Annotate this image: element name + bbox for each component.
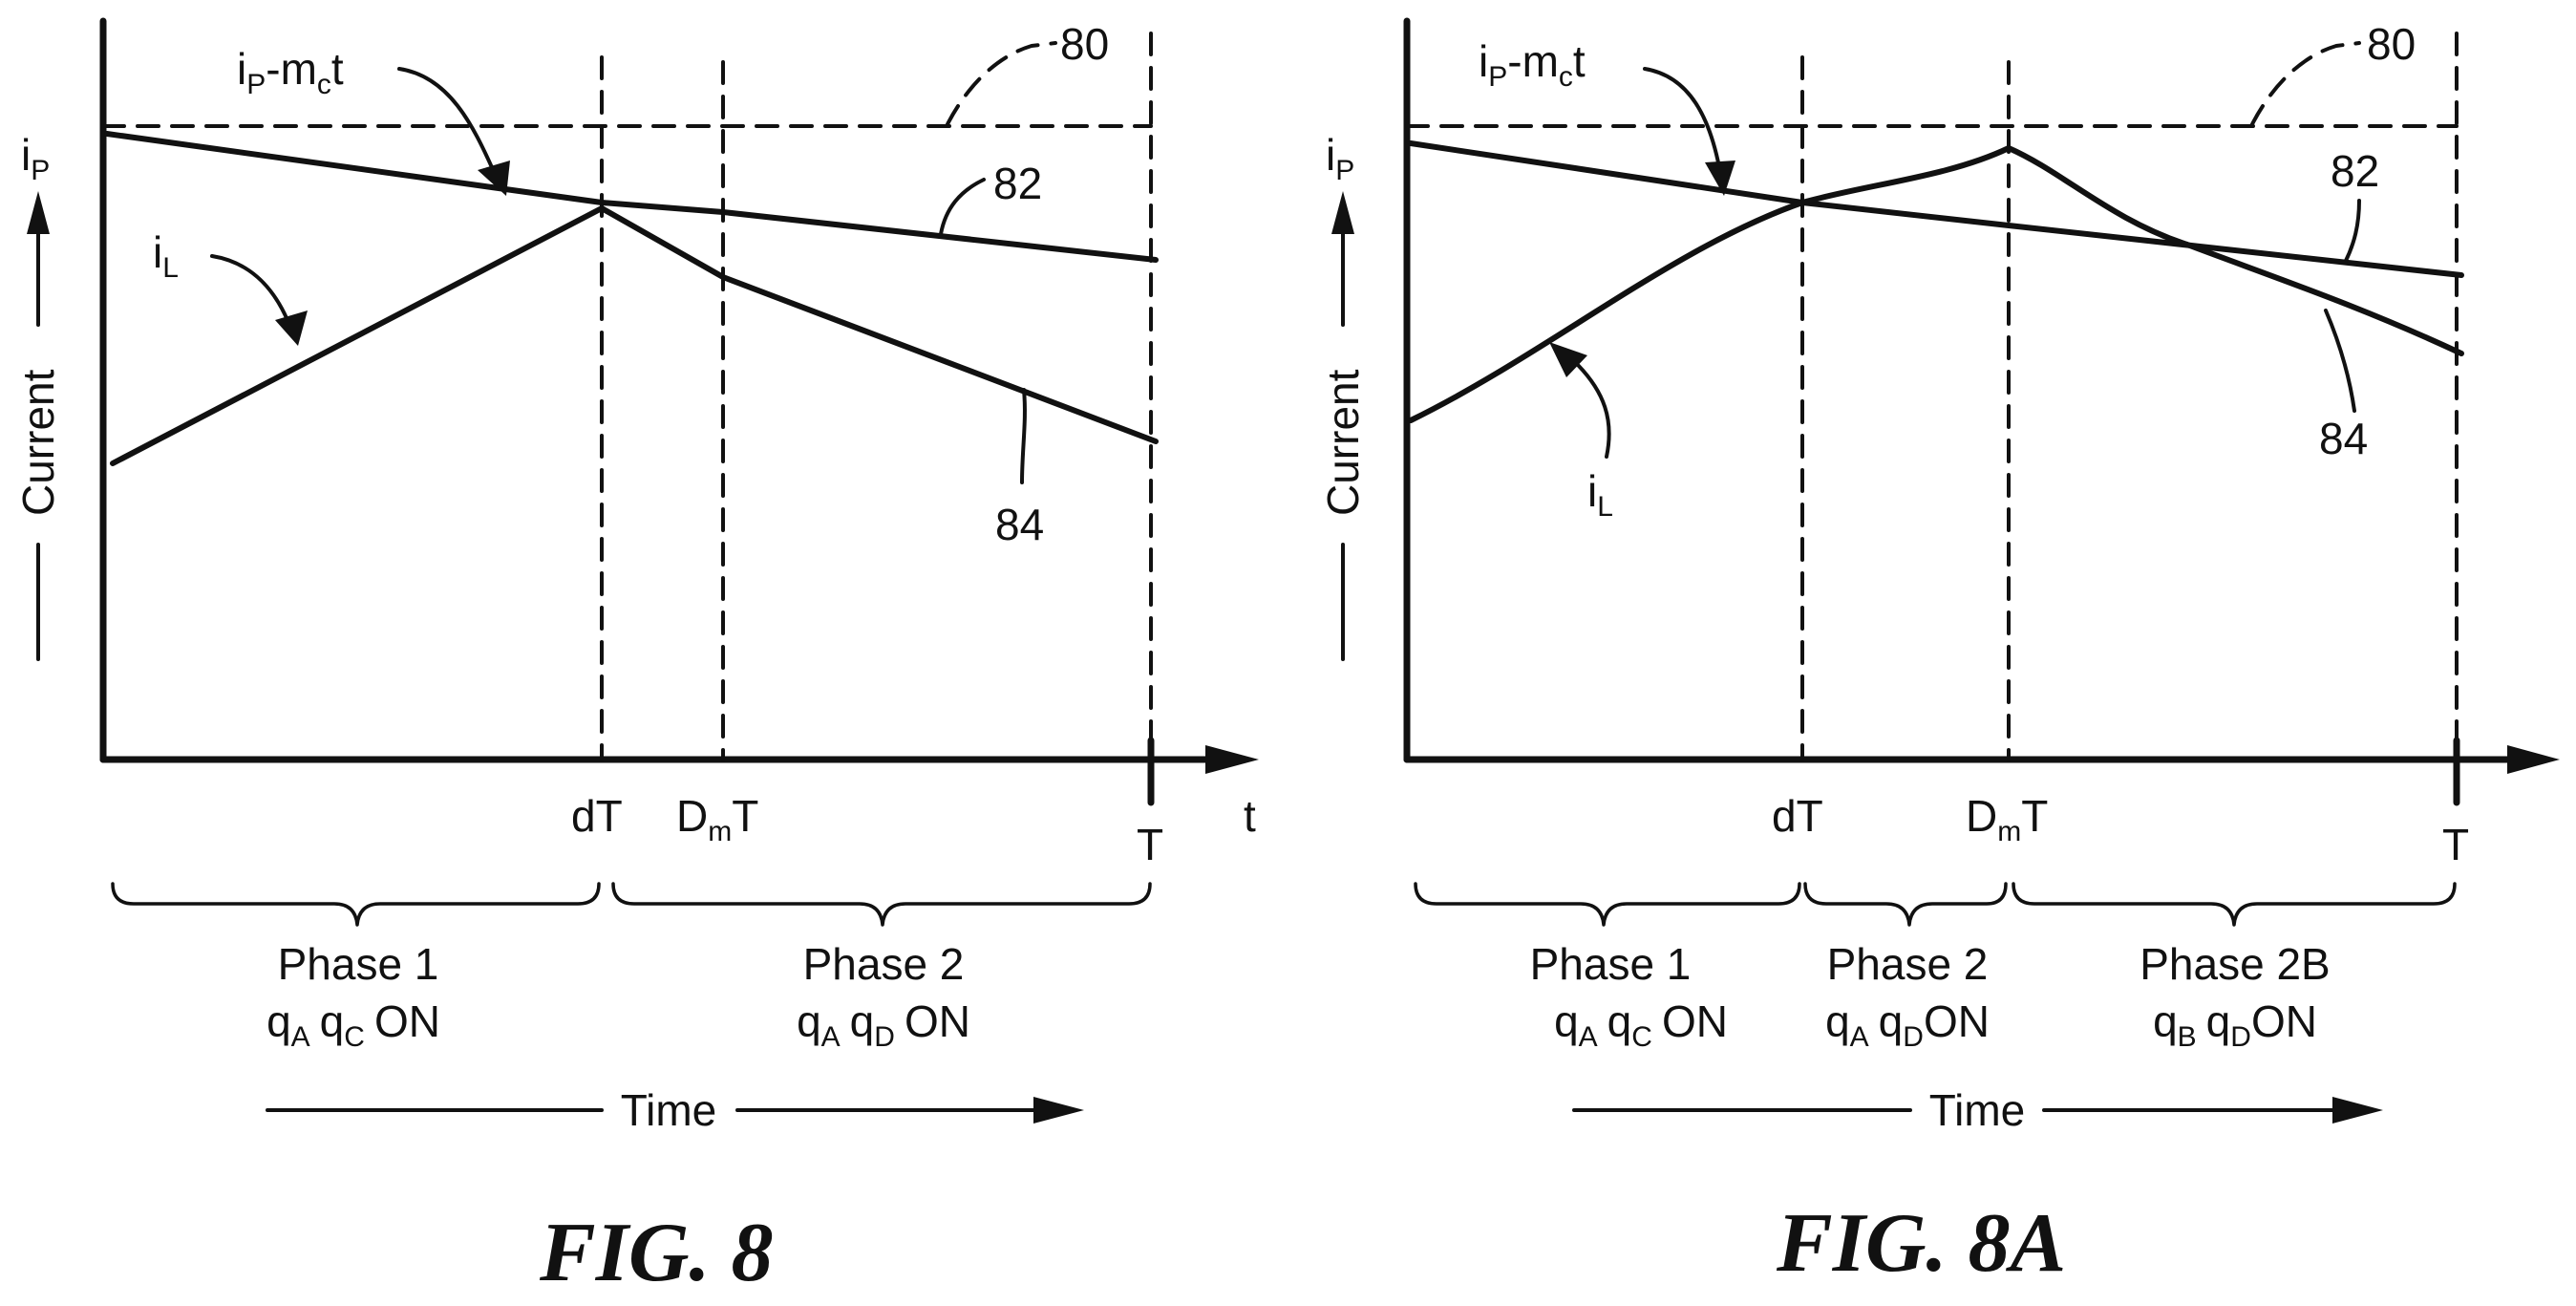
svg-text:DmT: DmT bbox=[676, 791, 758, 847]
fig8-leader-iL bbox=[210, 254, 293, 332]
svg-text:iP: iP bbox=[21, 130, 50, 186]
fig8a-curve-82 bbox=[1408, 140, 2464, 278]
fig8-brace-phase2 bbox=[611, 882, 1152, 927]
fig8a-tick-DmT: DmT bbox=[1966, 791, 2048, 847]
fig8a-label-84: 84 bbox=[2319, 414, 2368, 463]
fig8a-label-82: 82 bbox=[2331, 146, 2379, 196]
fig8a-diagram: 80 iP-mct 82 84 iL iP Current bbox=[1318, 17, 2560, 1290]
fig8a-label-ip-mct: iP-mct bbox=[1479, 36, 1586, 93]
fig8-phase1-label: Phase 1 qA qC ON bbox=[266, 939, 440, 1053]
fig8a-arrowhead-ip-mct bbox=[1705, 161, 1735, 196]
fig8a-leader-84 bbox=[2324, 309, 2356, 413]
svg-text:iL: iL bbox=[153, 227, 179, 284]
fig8-tick-dT: dT bbox=[571, 791, 623, 841]
fig8-curve-82 bbox=[104, 131, 1159, 263]
fig8-diagram: 80 iP-mct 82 iL 84 iP Current bbox=[13, 17, 1259, 1299]
fig8a-curve-84 bbox=[1408, 145, 2464, 423]
fig8-label-iL: iL bbox=[153, 227, 179, 284]
fig8a-tick-dT: dT bbox=[1772, 791, 1823, 841]
svg-text:Phase 2: Phase 2 bbox=[803, 939, 965, 989]
fig8a-tick-T: T bbox=[2442, 820, 2469, 869]
fig8a-leader-ip-mct bbox=[1643, 67, 1721, 169]
fig8-time-arrow: Time bbox=[266, 1085, 1084, 1135]
svg-text:iP-mct: iP-mct bbox=[1479, 36, 1586, 93]
fig8-label-82: 82 bbox=[993, 159, 1042, 208]
svg-text:Phase 2B: Phase 2B bbox=[2140, 939, 2330, 989]
fig8a-leader-iL bbox=[1574, 361, 1611, 459]
fig8-y-axis-label: iP Current bbox=[13, 130, 63, 661]
fig8a-phase1-label: Phase 1 qA qC ON bbox=[1530, 939, 1728, 1053]
fig8a-arrowhead-iL bbox=[1549, 342, 1587, 377]
fig8-x-axis-label: t bbox=[1244, 791, 1256, 841]
svg-text:iL: iL bbox=[1587, 466, 1613, 523]
fig8-caption: FIG. 8 bbox=[539, 1207, 774, 1299]
fig8-arrowhead-iL bbox=[275, 310, 308, 346]
fig8-leader-84 bbox=[1020, 388, 1027, 484]
svg-text:iP: iP bbox=[1326, 130, 1354, 186]
svg-text:Phase 1: Phase 1 bbox=[278, 939, 439, 989]
fig8-brace-phase1 bbox=[111, 882, 601, 927]
fig8a-phase2-label: Phase 2 qA qDON bbox=[1825, 939, 1990, 1053]
fig8a-leader-82 bbox=[2343, 199, 2361, 265]
svg-text:iP-mct: iP-mct bbox=[237, 44, 344, 100]
fig8a-label-80: 80 bbox=[2367, 19, 2416, 69]
fig8-tick-T: T bbox=[1137, 820, 1163, 869]
fig8a-y-axis-label: iP Current bbox=[1318, 130, 1368, 661]
fig8a-x-axis-arrowhead bbox=[2507, 745, 2560, 774]
fig8a-time-arrow: Time bbox=[1572, 1085, 2383, 1135]
fig8-leader-80 bbox=[946, 41, 1057, 126]
svg-text:DmT: DmT bbox=[1966, 791, 2048, 847]
svg-text:Time: Time bbox=[1929, 1085, 2026, 1135]
fig8-tick-DmT: DmT bbox=[676, 791, 758, 847]
svg-text:Phase 1: Phase 1 bbox=[1530, 939, 1692, 989]
fig8-curve-84 bbox=[110, 205, 1159, 466]
fig8a-brace-phase1 bbox=[1414, 882, 1801, 927]
fig8a-label-iL: iL bbox=[1587, 466, 1613, 523]
fig8-x-axis-arrowhead bbox=[1205, 745, 1259, 774]
svg-text:Phase 2: Phase 2 bbox=[1827, 939, 1989, 989]
fig8-label-ip-mct: iP-mct bbox=[237, 44, 344, 100]
fig8-label-84: 84 bbox=[995, 500, 1044, 549]
fig8a-phase2b-label: Phase 2B qB qDON bbox=[2140, 939, 2330, 1053]
svg-text:Current: Current bbox=[13, 369, 63, 516]
fig8-leader-82 bbox=[939, 178, 986, 236]
fig8-arrowhead-ip-mct bbox=[478, 161, 510, 196]
fig8a-caption: FIG. 8A bbox=[1776, 1197, 2066, 1290]
fig8a-leader-80 bbox=[2250, 41, 2361, 126]
fig8-label-80: 80 bbox=[1060, 19, 1109, 69]
svg-text:Time: Time bbox=[621, 1085, 717, 1135]
fig8a-brace-phase2 bbox=[1803, 882, 2008, 927]
fig8-phase2-label: Phase 2 qA qD ON bbox=[797, 939, 970, 1053]
svg-text:Current: Current bbox=[1318, 369, 1368, 516]
fig8-leader-ip-mct bbox=[397, 67, 497, 176]
fig8a-brace-phase2b bbox=[2012, 882, 2457, 927]
